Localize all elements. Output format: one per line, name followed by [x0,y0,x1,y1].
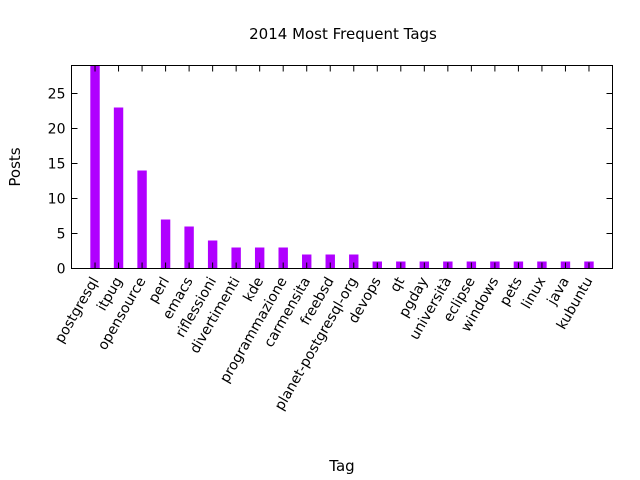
x-tick-label: linux [519,275,550,312]
bar-7 [254,247,265,269]
chart-title: 2014 Most Frequent Tags [249,25,437,43]
bar-11 [349,254,359,269]
y-tick-label: 10 [48,192,66,208]
x-axis-label: Tag [328,457,354,475]
plot-frame [71,65,613,269]
bar-2 [137,170,147,269]
bar-5 [207,240,218,269]
bar-10 [325,254,335,269]
y-tick-label: 15 [48,157,66,173]
y-tick-label: 0 [57,262,66,278]
bars-group [90,65,594,269]
bar-9 [302,254,312,269]
y-axis: 0 5 10 15 20 25 [48,87,613,278]
x-tick-label: postgresql [52,275,102,346]
bar-0 [90,65,100,269]
bar-6 [231,247,241,269]
x-axis: postgresqlitpugopensourceperlemacsrifles… [52,65,596,413]
x-tick-label: qt [387,274,408,295]
y-axis-label: Posts [6,147,24,186]
bar-4 [184,226,194,269]
bar-3 [160,219,171,269]
y-tick-label: 25 [48,87,66,103]
y-tick-label: 20 [48,122,66,138]
y-tick-label: 5 [57,227,66,243]
bar-8 [278,247,288,269]
bar-1 [113,107,124,269]
